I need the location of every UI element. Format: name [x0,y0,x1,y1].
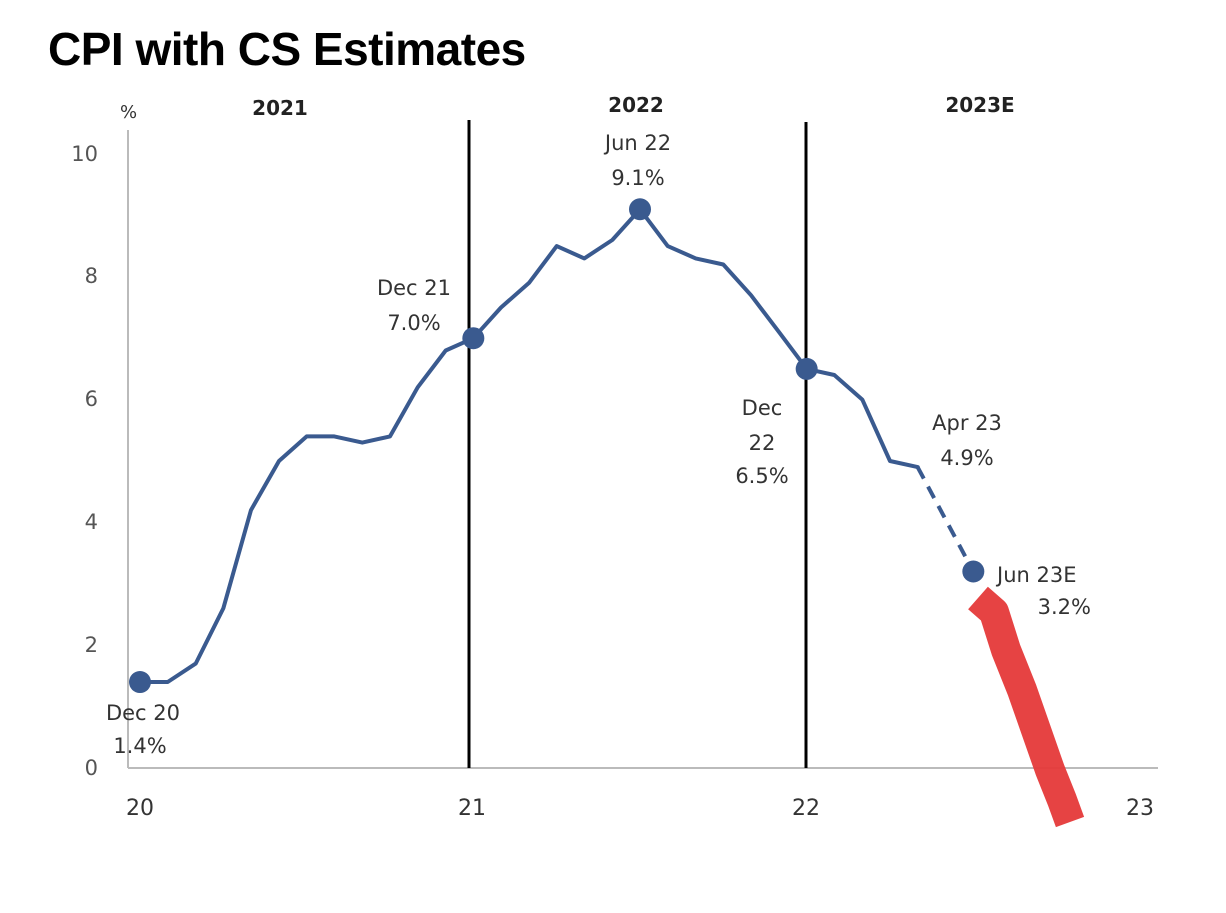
estimate-dashed-line [915,466,976,573]
year-header-2021: 2021 [252,96,308,120]
annotation-jun-22-date: Jun 22 [603,131,671,155]
marker-dec-20 [129,671,151,694]
cpi-series-line [138,207,920,684]
annotation-dec-22-year: 22 [749,431,776,455]
chart-title: CPI with CS Estimates [48,23,526,75]
x-tick-20: 20 [126,796,154,821]
y-tick-0: 0 [85,756,98,780]
annotation-jun-23e-date: Jun 23E [995,563,1076,587]
y-tick-6: 6 [85,387,98,411]
marker-jun-22 [629,198,651,221]
annotation-apr-23-date: Apr 23 [932,411,1002,435]
annotation-dec-21-value: 7.0% [387,311,440,335]
annotation-dec-22-value: 6.5% [735,464,788,488]
y-tick-8: 8 [85,264,98,288]
x-tick-23: 23 [1126,796,1154,821]
y-unit-label: % [120,102,137,123]
annotation-dec-22-month: Dec [742,396,783,420]
y-tick-10: 10 [71,142,98,166]
marker-jun-23e [962,560,985,583]
x-tick-21: 21 [458,796,486,821]
annotation-jun-22-value: 9.1% [611,166,664,190]
annotation-apr-23-value: 4.9% [940,446,993,470]
red-downward-stroke [968,586,1085,828]
annotation-jun-23e-value: 3.2% [1038,595,1091,619]
annotation-dec-20-value: 1.4% [113,734,166,758]
marker-dec-21 [462,327,485,350]
annotation-dec-21-date: Dec 21 [377,276,451,300]
year-header-2022: 2022 [608,93,664,117]
marker-dec-22 [795,357,818,380]
y-tick-2: 2 [85,633,98,657]
y-tick-4: 4 [85,510,98,534]
year-header-2023e: 2023E [945,93,1014,117]
annotation-dec-20-date: Dec 20 [106,701,180,725]
x-tick-22: 22 [792,796,820,821]
